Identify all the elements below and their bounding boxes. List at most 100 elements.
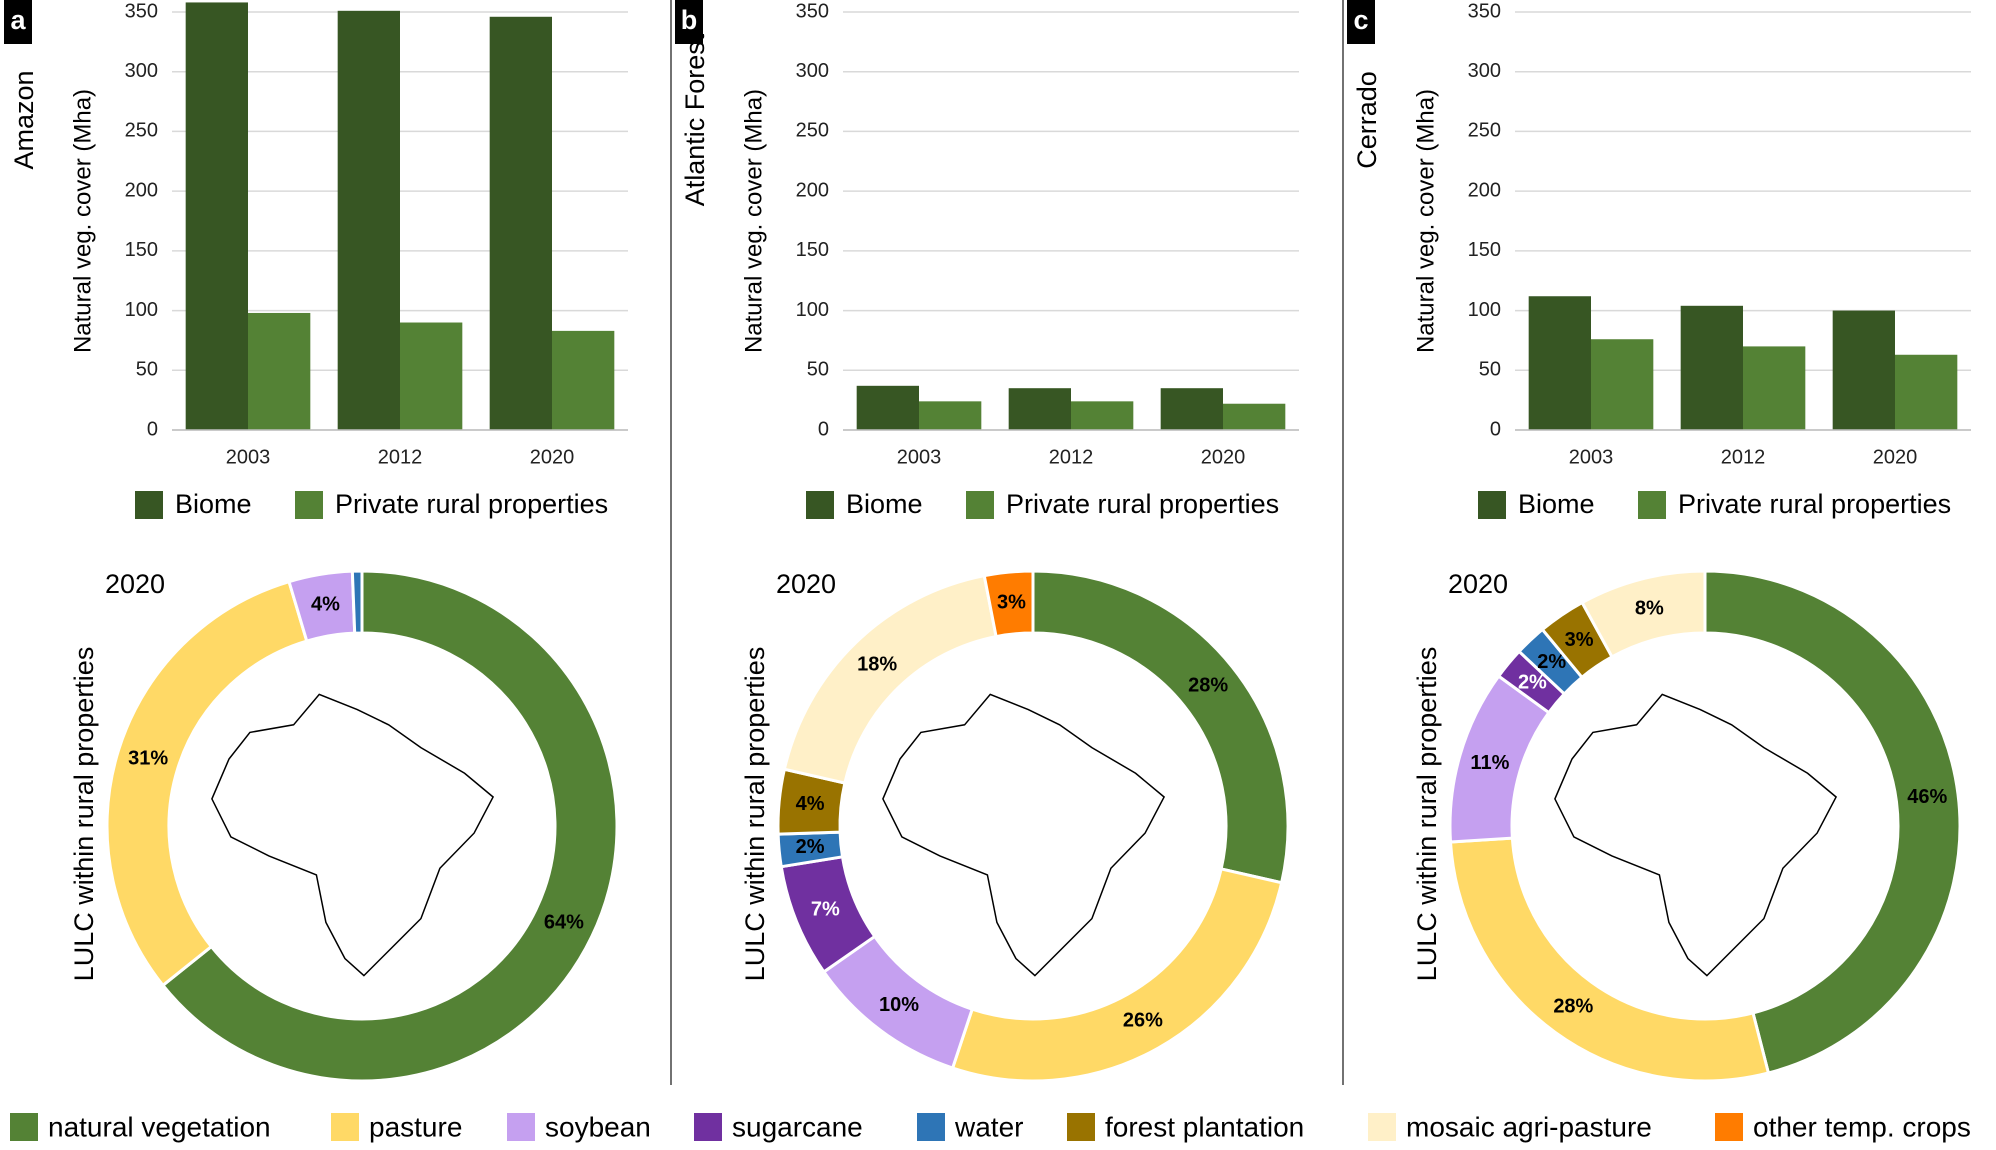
y-tick-label: 0 — [818, 418, 829, 440]
y-tick-label: 150 — [796, 239, 829, 261]
bar — [1591, 339, 1654, 430]
bar — [1071, 401, 1134, 430]
legend-swatch — [917, 1113, 945, 1141]
legend-swatch — [966, 491, 994, 519]
data-label: 3% — [997, 591, 1026, 613]
y-tick-label: 0 — [1490, 418, 1501, 440]
legend-label: mosaic agri-pasture — [1406, 1111, 1652, 1142]
legend-label: forest plantation — [1105, 1111, 1304, 1142]
panel-letter: b — [681, 5, 698, 35]
map-outline — [211, 693, 495, 977]
y-tick-label: 300 — [796, 60, 829, 82]
legend-label: Private rural properties — [1678, 489, 1951, 519]
donut-slice — [1580, 569, 1707, 659]
y-tick-label: 300 — [125, 60, 158, 82]
donut-title: 2020 — [776, 569, 836, 599]
y-tick-label: 200 — [125, 179, 158, 201]
legend-label: sugarcane — [732, 1111, 863, 1142]
y-tick-label: 150 — [1468, 239, 1501, 261]
panel-letter-box — [675, 0, 703, 44]
x-tick-label: 2020 — [530, 446, 575, 468]
y-tick-label: 100 — [796, 299, 829, 321]
bar — [856, 385, 919, 430]
x-tick-label: 2012 — [378, 446, 423, 468]
y-tick-label: 350 — [796, 0, 829, 22]
legend-swatch — [694, 1113, 722, 1141]
y-axis-label: LULC within rural properties — [69, 647, 99, 982]
legend-swatch — [1067, 1113, 1095, 1141]
x-tick-label: 2020 — [1201, 446, 1246, 468]
data-label: 31% — [128, 747, 168, 769]
data-label: 28% — [1553, 996, 1593, 1018]
data-label: 11% — [1470, 752, 1509, 774]
legend-swatch — [507, 1113, 535, 1141]
y-tick-label: 200 — [1468, 179, 1501, 201]
panel-letter-box — [1347, 0, 1375, 44]
legend-label: other temp. crops — [1753, 1111, 1971, 1142]
x-tick-label: 2003 — [1569, 446, 1614, 468]
legend-label: Biome — [1518, 489, 1595, 519]
y-tick-label: 100 — [1468, 299, 1501, 321]
bar — [489, 16, 552, 431]
x-tick-label: 2003 — [897, 446, 942, 468]
legend-swatch — [135, 491, 163, 519]
bar — [400, 322, 463, 430]
x-tick-label: 2012 — [1721, 446, 1766, 468]
data-label: 2% — [1518, 671, 1547, 693]
bar — [1895, 354, 1958, 430]
data-label: 4% — [311, 593, 340, 615]
bar — [1528, 296, 1591, 430]
legend-swatch — [1368, 1113, 1396, 1141]
bar — [919, 401, 982, 430]
legend-label: natural vegetation — [48, 1111, 271, 1142]
bar — [552, 330, 615, 430]
x-tick-label: 2012 — [1049, 446, 1094, 468]
legend-label: Biome — [175, 489, 252, 519]
data-label: 3% — [1565, 629, 1594, 651]
legend-swatch — [1715, 1113, 1743, 1141]
data-label: 46% — [1907, 786, 1947, 808]
panel-letter-box — [4, 0, 32, 44]
y-tick-label: 250 — [796, 120, 829, 142]
y-tick-label: 350 — [1468, 0, 1501, 22]
data-label: 18% — [857, 653, 897, 675]
bar — [1008, 388, 1071, 430]
legend-swatch — [1478, 491, 1506, 519]
data-label: 64% — [544, 911, 584, 933]
y-tick-label: 150 — [125, 239, 158, 261]
y-tick-label: 50 — [807, 359, 829, 381]
region-label: Atlantic Forest — [680, 33, 710, 206]
bar — [337, 10, 400, 430]
map-outline — [882, 693, 1166, 977]
donut-slice — [1703, 569, 1962, 1075]
legend-swatch — [10, 1113, 38, 1141]
panel-letter: c — [1353, 5, 1368, 35]
x-tick-label: 2020 — [1873, 446, 1918, 468]
y-axis-label: LULC within rural properties — [1412, 647, 1442, 982]
y-tick-label: 200 — [796, 179, 829, 201]
y-tick-label: 50 — [136, 359, 158, 381]
legend-label: Private rural properties — [1006, 489, 1279, 519]
bar — [1832, 310, 1895, 430]
y-axis-label: Natural veg. cover (Mha) — [69, 89, 96, 353]
data-label: 7% — [811, 898, 840, 920]
donut-slice — [982, 569, 1035, 639]
y-tick-label: 350 — [125, 0, 158, 22]
donut-slice — [1031, 569, 1290, 885]
bar — [248, 312, 311, 430]
data-label: 2% — [796, 836, 825, 858]
y-tick-label: 100 — [125, 299, 158, 321]
data-label: 8% — [1635, 597, 1664, 619]
panel-letter: a — [10, 5, 26, 35]
legend-label: pasture — [369, 1111, 462, 1142]
legend-label: soybean — [545, 1111, 651, 1142]
legend-label: water — [954, 1111, 1023, 1142]
donut-slice — [105, 579, 309, 988]
data-label: 26% — [1123, 1009, 1163, 1031]
bar — [1743, 346, 1806, 430]
region-label: Cerrado — [1352, 71, 1382, 169]
donut-slice — [160, 569, 619, 1083]
bar — [185, 2, 248, 431]
data-label: 28% — [1188, 675, 1228, 697]
